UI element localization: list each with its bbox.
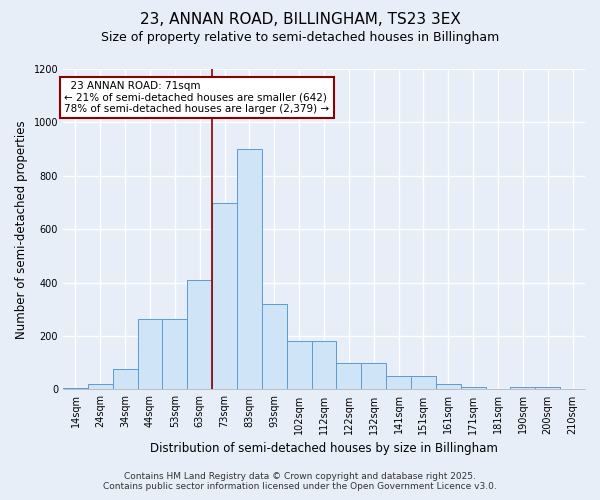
Y-axis label: Number of semi-detached properties: Number of semi-detached properties <box>15 120 28 338</box>
Bar <box>137 318 163 390</box>
Bar <box>511 388 535 390</box>
Bar <box>461 387 485 390</box>
Bar <box>411 376 436 390</box>
Bar <box>262 304 287 390</box>
Bar <box>88 384 113 390</box>
Bar <box>337 362 361 390</box>
X-axis label: Distribution of semi-detached houses by size in Billingham: Distribution of semi-detached houses by … <box>150 442 498 455</box>
Bar <box>163 318 187 390</box>
Text: 23 ANNAN ROAD: 71sqm
← 21% of semi-detached houses are smaller (642)
78% of semi: 23 ANNAN ROAD: 71sqm ← 21% of semi-detac… <box>64 81 329 114</box>
Bar <box>311 342 337 390</box>
Bar <box>436 384 461 390</box>
Bar <box>237 149 262 390</box>
Text: Size of property relative to semi-detached houses in Billingham: Size of property relative to semi-detach… <box>101 32 499 44</box>
Bar <box>113 370 137 390</box>
Text: 23, ANNAN ROAD, BILLINGHAM, TS23 3EX: 23, ANNAN ROAD, BILLINGHAM, TS23 3EX <box>140 12 460 28</box>
Bar <box>361 362 386 390</box>
Text: Contains HM Land Registry data © Crown copyright and database right 2025.
Contai: Contains HM Land Registry data © Crown c… <box>103 472 497 491</box>
Bar <box>212 202 237 390</box>
Bar <box>63 388 88 390</box>
Bar <box>535 388 560 390</box>
Bar <box>386 376 411 390</box>
Bar <box>187 280 212 390</box>
Bar <box>287 342 311 390</box>
